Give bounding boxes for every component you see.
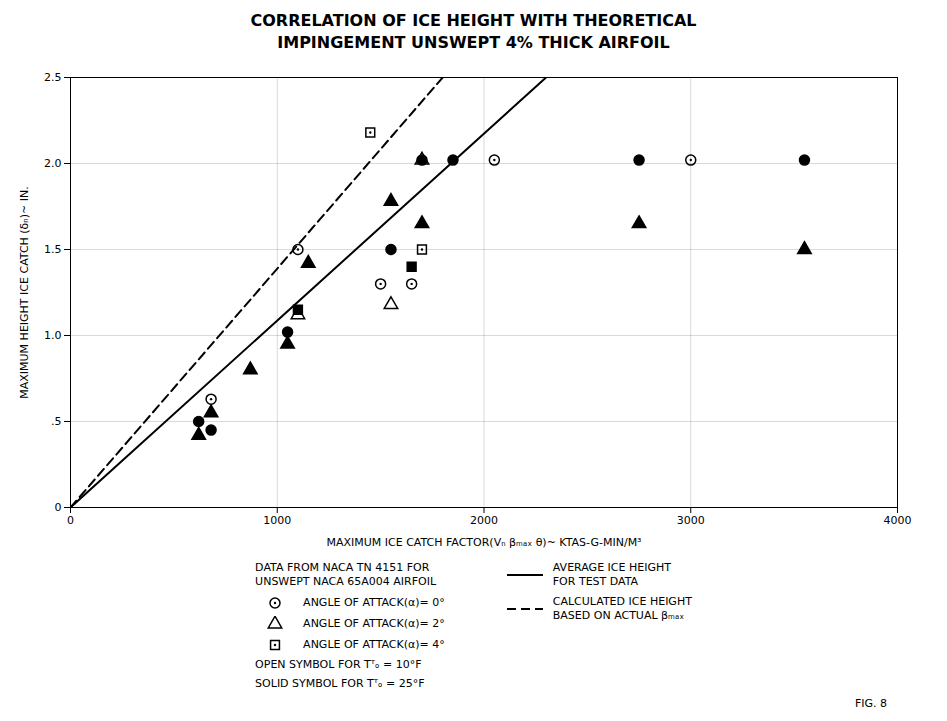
- svg-text:2.0: 2.0: [44, 157, 62, 170]
- svg-text:3000: 3000: [677, 514, 705, 527]
- svg-text:MAXIMUM HEIGHT ICE CATCH (δₙ)~: MAXIMUM HEIGHT ICE CATCH (δₙ)~ IN.: [18, 186, 31, 398]
- svg-text:2.5: 2.5: [44, 71, 62, 84]
- svg-text:.5: .5: [51, 415, 62, 428]
- html-text:FIG. 8: FIG. 8: [854, 697, 887, 711]
- html-text:CALCULATED ICE HEIGHT BASED ON: CALCULATED ICE HEIGHT BASED ON ACTUAL βₘ…: [552, 594, 692, 623]
- svg-text:4000: 4000: [884, 514, 912, 527]
- svg-text:0: 0: [55, 501, 62, 514]
- svg-text:1.5: 1.5: [44, 243, 62, 256]
- svg-text:MAXIMUM ICE CATCH FACTOR(Vₙ βₘ: MAXIMUM ICE CATCH FACTOR(Vₙ βₘₐₓ θ)~ KTA…: [326, 536, 641, 549]
- html-text:AVERAGE ICE HEIGHT FOR TEST DA: AVERAGE ICE HEIGHT FOR TEST DATA: [552, 561, 671, 589]
- html-text:DATA FROM NACA TN 4151 FOR UNS: DATA FROM NACA TN 4151 FOR UNSWEPT NACA …: [255, 561, 437, 589]
- svg-text:0: 0: [67, 514, 74, 527]
- html-text:ANGLE OF ATTACK(α)= 4°: ANGLE OF ATTACK(α)= 4°: [303, 637, 445, 651]
- html-text:IMPINGEMENT UNSWEPT 4% THICK A: IMPINGEMENT UNSWEPT 4% THICK AIRFOIL: [277, 32, 670, 52]
- html-text:OPEN SYMBOL FOR Tᵀₒ = 10°F: OPEN SYMBOL FOR Tᵀₒ = 10°F: [255, 657, 422, 671]
- html-text:ANGLE OF ATTACK(α)= 0°: ANGLE OF ATTACK(α)= 0°: [303, 595, 445, 609]
- svg-text:2000: 2000: [470, 514, 498, 527]
- svg-text:1.0: 1.0: [44, 329, 62, 342]
- html-text:SOLID SYMBOL FOR Tᵀₒ = 25°F: SOLID SYMBOL FOR Tᵀₒ = 25°F: [255, 677, 425, 691]
- html-text:ANGLE OF ATTACK(α)= 2°: ANGLE OF ATTACK(α)= 2°: [303, 616, 445, 630]
- svg-text:1000: 1000: [263, 514, 291, 527]
- html-text:CORRELATION OF ICE HEIGHT WITH: CORRELATION OF ICE HEIGHT WITH THEORETIC…: [250, 11, 697, 30]
